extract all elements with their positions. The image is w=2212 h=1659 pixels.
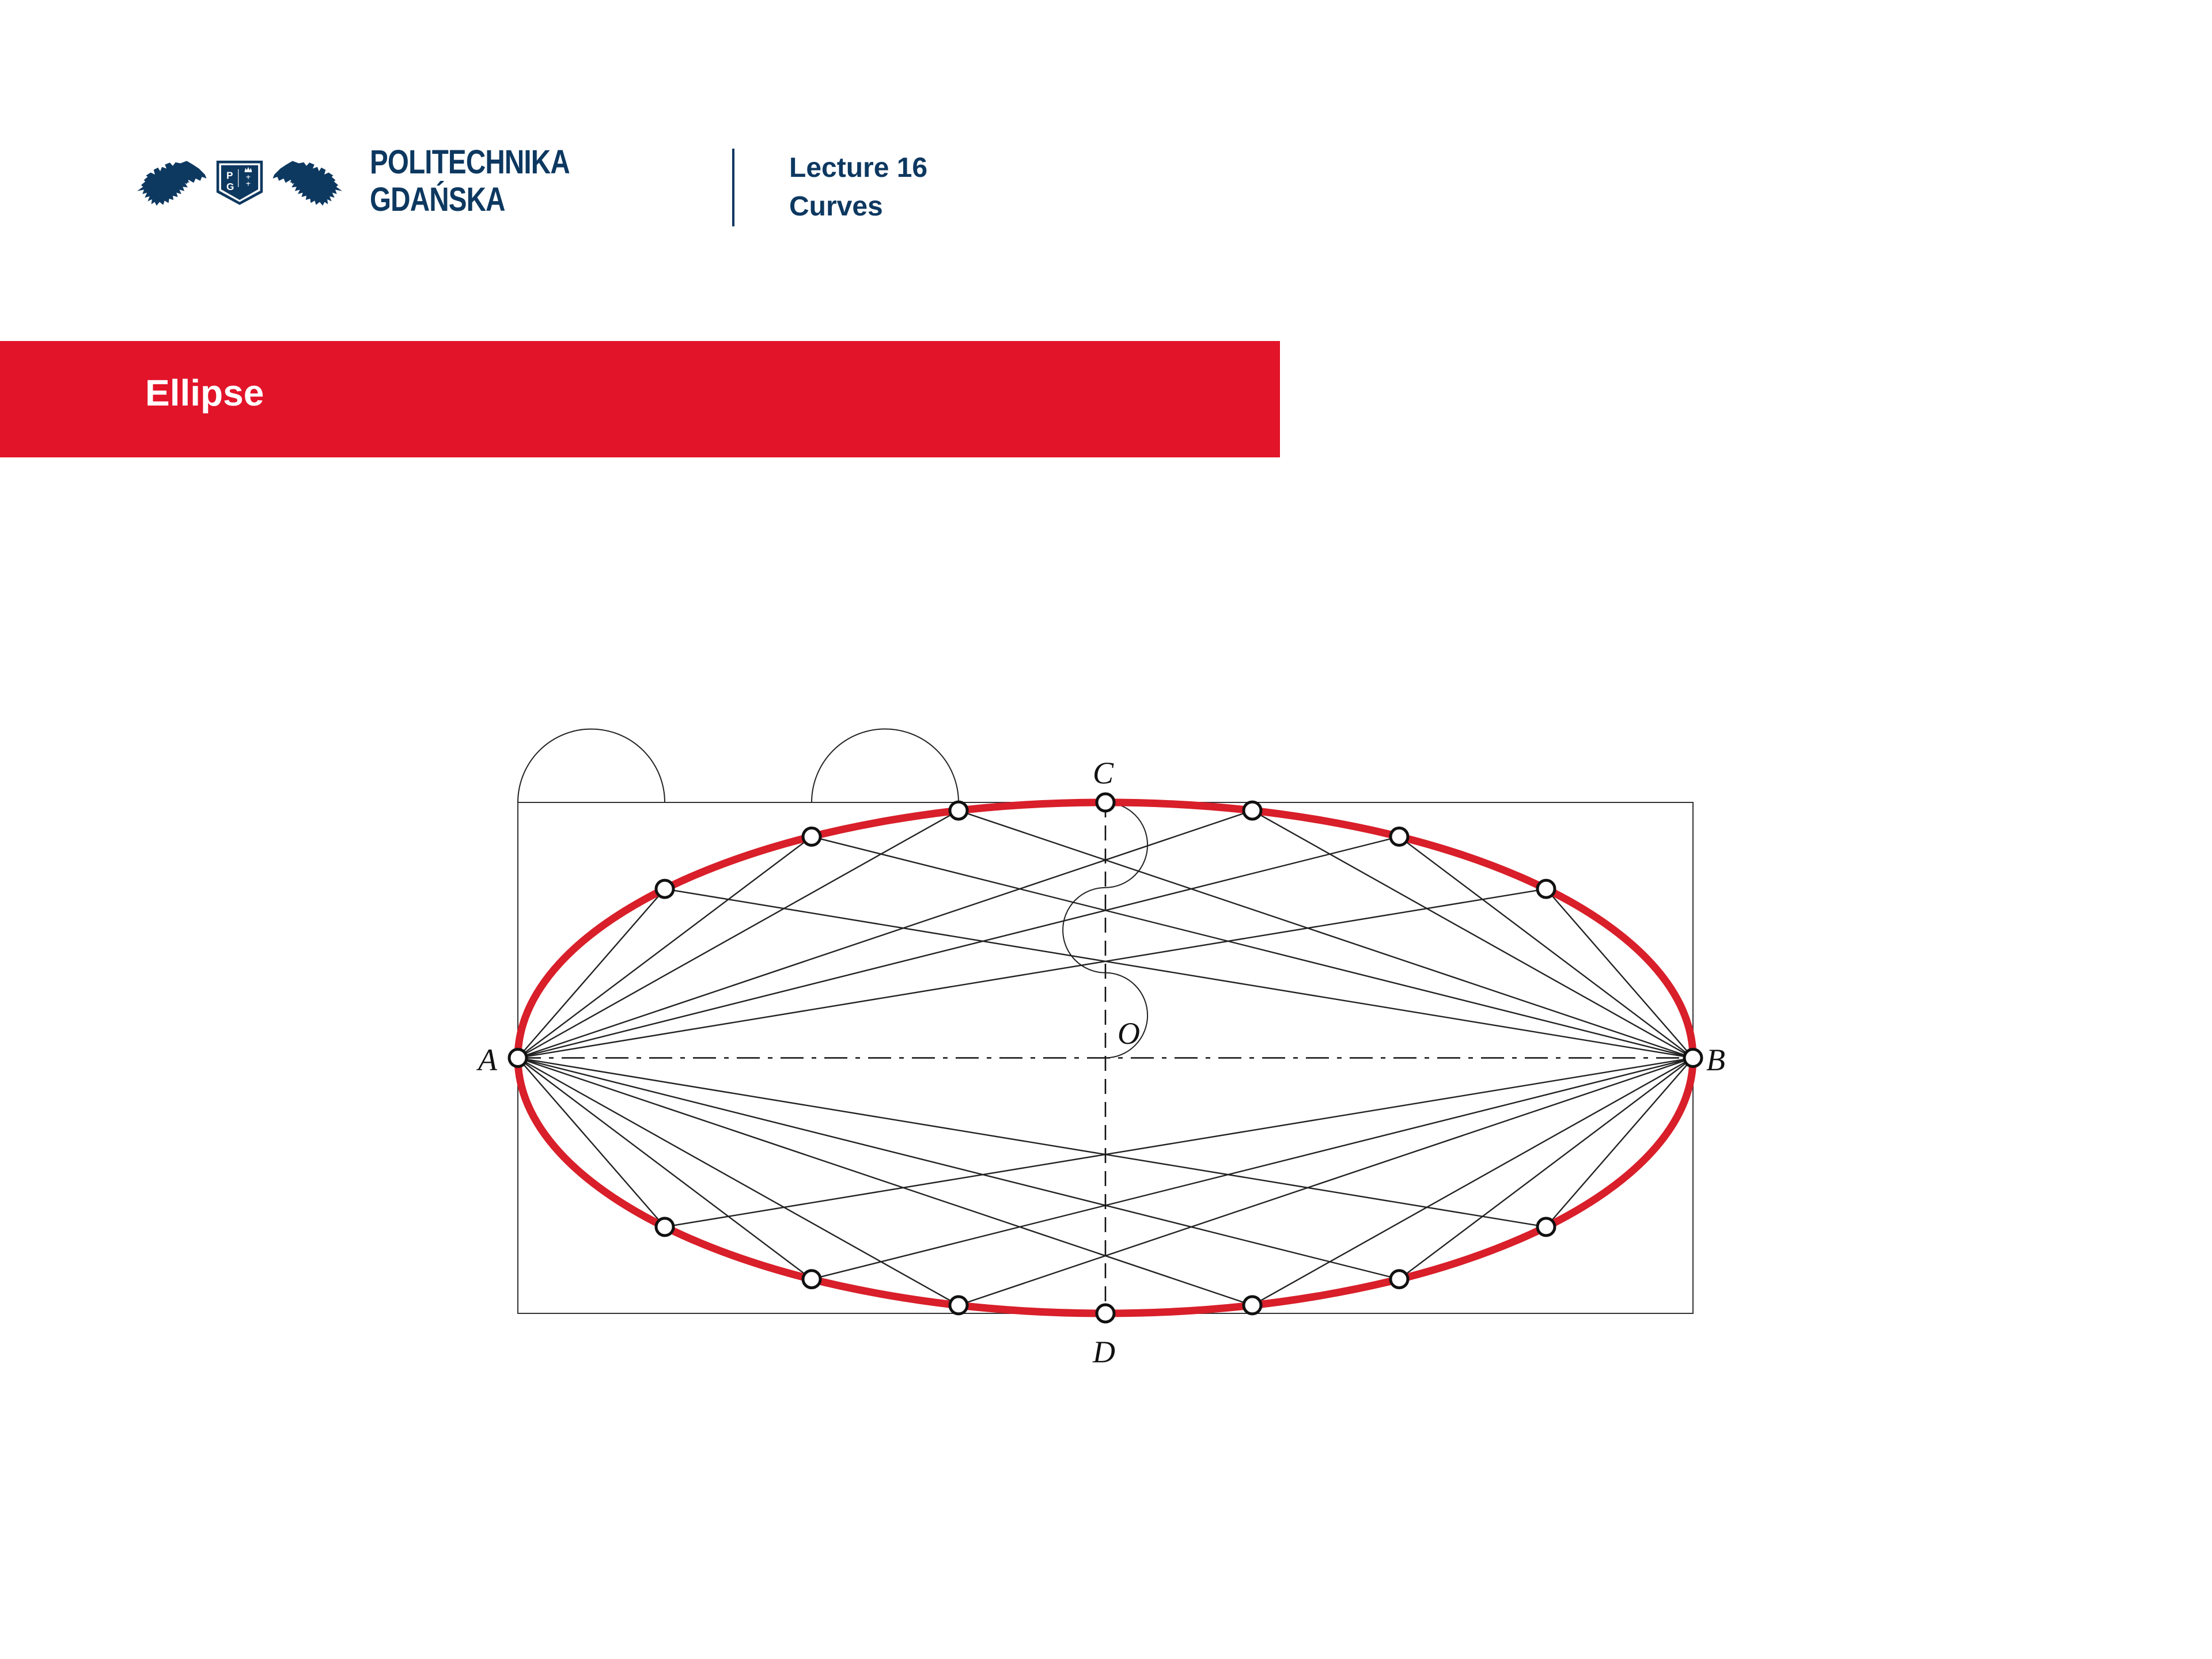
svg-text:O: O bbox=[1118, 1016, 1140, 1051]
svg-text:D: D bbox=[1092, 1335, 1115, 1369]
svg-text:C: C bbox=[1093, 756, 1114, 790]
svg-text:A: A bbox=[476, 1043, 498, 1077]
svg-text:B: B bbox=[1706, 1043, 1725, 1077]
